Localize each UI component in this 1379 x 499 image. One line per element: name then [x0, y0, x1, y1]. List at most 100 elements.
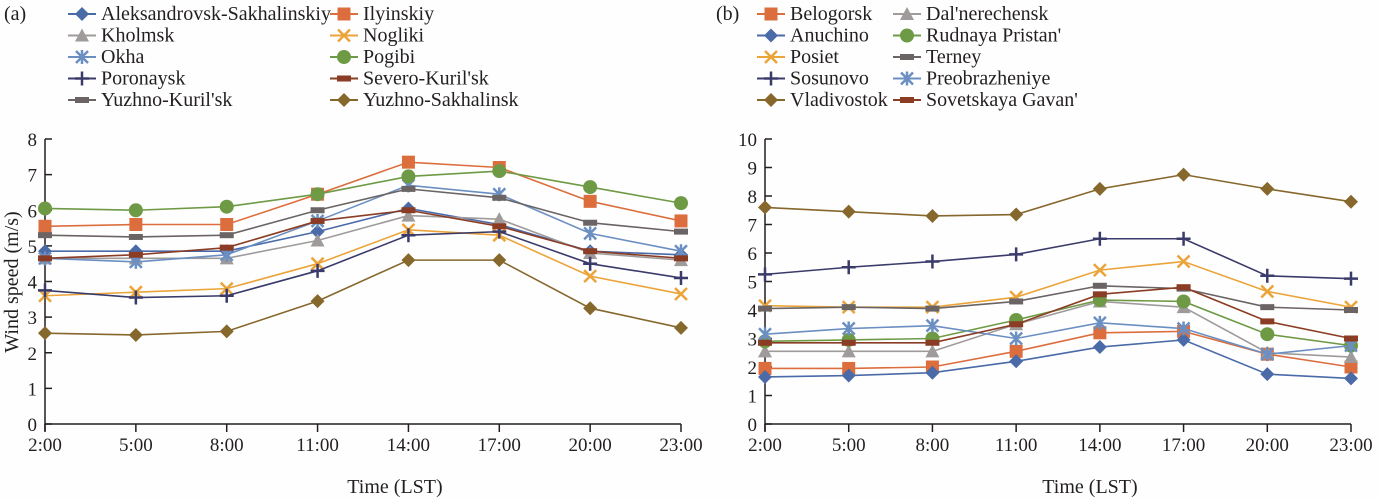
data-point — [38, 232, 52, 239]
legend-marker — [75, 71, 89, 86]
data-point — [1009, 247, 1024, 262]
legend-item-dal-nerechensk: Dal'nerechensk — [893, 3, 1048, 25]
legend-item-nogliki: Nogliki — [330, 25, 425, 47]
data-point — [219, 288, 234, 303]
x-tick-label: 11:00 — [296, 435, 339, 456]
data-point — [128, 203, 143, 218]
data-point — [674, 270, 688, 285]
data-point — [1176, 332, 1191, 347]
legend-item-posiet: Posiet — [757, 46, 839, 68]
series-line — [764, 173, 1352, 217]
y-tick-label: 6 — [748, 244, 758, 265]
series-line — [764, 284, 1352, 311]
x-tick-label: 8:00 — [916, 435, 950, 456]
data-point — [310, 263, 325, 278]
legend-item-sovetskaya-gavan: Sovetskaya Gavan' — [893, 89, 1078, 111]
x-tick-label: 11:00 — [995, 435, 1038, 456]
data-point — [219, 324, 234, 339]
data-point — [401, 228, 416, 243]
y-tick-label: 0 — [748, 415, 758, 436]
legend-label: Vladivostok — [790, 89, 888, 111]
series-preobrazheniye — [758, 315, 1358, 362]
legend-label: Nogliki — [363, 25, 425, 47]
data-point — [38, 219, 52, 233]
legend-marker — [75, 97, 89, 103]
legend-item-sosunovo: Sosunovo — [757, 68, 869, 90]
data-point — [583, 180, 598, 195]
series-line — [44, 209, 682, 260]
y-tick-label: 9 — [748, 159, 758, 180]
legend-label: Rudnaya Pristan' — [926, 25, 1061, 47]
data-point — [219, 199, 234, 214]
data-point — [38, 201, 52, 216]
legend-item-yuzhno-sakhalinsk: Yuzhno-Sakhalinsk — [330, 89, 519, 111]
series-line — [765, 300, 1352, 358]
data-point — [1176, 167, 1191, 182]
series-line — [44, 188, 682, 238]
data-point — [492, 223, 507, 230]
data-point — [219, 244, 234, 251]
legend-label: Preobrazheniye — [926, 68, 1051, 90]
series-vladivostok — [758, 167, 1358, 223]
legend-label: Yuzhno-Kuril'sk — [101, 89, 232, 111]
series-yuzhno-sakhalinsk — [38, 253, 688, 342]
data-point — [310, 224, 325, 239]
series-line — [765, 286, 1352, 344]
series-line — [764, 322, 1352, 355]
data-point — [1009, 207, 1024, 222]
y-tick-label: 1 — [748, 387, 758, 408]
data-point — [1092, 315, 1107, 330]
series-a — [38, 155, 688, 342]
data-point — [1344, 335, 1358, 342]
data-point — [1176, 321, 1191, 336]
data-point — [1009, 321, 1024, 328]
data-point — [841, 344, 856, 358]
data-point — [758, 369, 772, 384]
data-point — [310, 294, 325, 309]
data-point — [38, 255, 52, 262]
data-point — [1260, 367, 1275, 382]
data-point — [925, 254, 940, 269]
x-tick-label: 17:00 — [1162, 435, 1205, 456]
legend-marker — [764, 7, 778, 21]
series-line — [44, 259, 682, 336]
data-point — [583, 269, 598, 284]
legend-item-yuzhno-kuril-sk: Yuzhno-Kuril'sk — [68, 89, 232, 111]
data-point — [492, 253, 507, 268]
legend-item-belogorsk: Belogorsk — [757, 3, 872, 25]
data-point — [674, 255, 688, 262]
legend-label: Pogibi — [363, 46, 416, 68]
data-point — [401, 185, 416, 192]
data-point — [129, 218, 143, 231]
legend-item-vladivostok: Vladivostok — [757, 89, 888, 111]
data-point — [758, 267, 772, 282]
legend-label: Dal'nerechensk — [926, 3, 1048, 25]
data-point — [674, 287, 688, 301]
data-point — [674, 214, 688, 228]
data-point — [583, 301, 598, 316]
x-tick-label: 14:00 — [1078, 435, 1121, 456]
legend-label: Severo-Kuril'sk — [363, 68, 489, 90]
data-point — [1260, 347, 1275, 362]
legend-marker — [337, 28, 351, 43]
y-tick-label: 2 — [748, 358, 758, 379]
legend-marker — [75, 50, 89, 64]
data-point — [1260, 284, 1275, 299]
series-sovetskaya-gavan — [758, 284, 1358, 346]
legend-item-preobrazheniye: Preobrazheniye — [893, 68, 1051, 90]
data-point — [583, 248, 598, 255]
series-sosunovo — [758, 231, 1358, 286]
series-line — [764, 237, 1352, 280]
data-point — [1260, 318, 1275, 325]
panel-a: (a) Aleksandrovsk-Sakhalinskiy Ilyinskiy K… — [1, 3, 703, 498]
x-tick-label: 20:00 — [1246, 435, 1289, 456]
data-point — [1344, 371, 1358, 386]
series-yuzhno-kuril-sk — [38, 185, 688, 240]
legend-marker — [764, 50, 778, 64]
y-tick-label: 3 — [748, 330, 758, 351]
series-b — [758, 167, 1358, 386]
data-point — [1093, 326, 1107, 340]
legend-marker — [900, 7, 914, 20]
data-point — [925, 344, 940, 358]
data-point — [583, 219, 598, 226]
